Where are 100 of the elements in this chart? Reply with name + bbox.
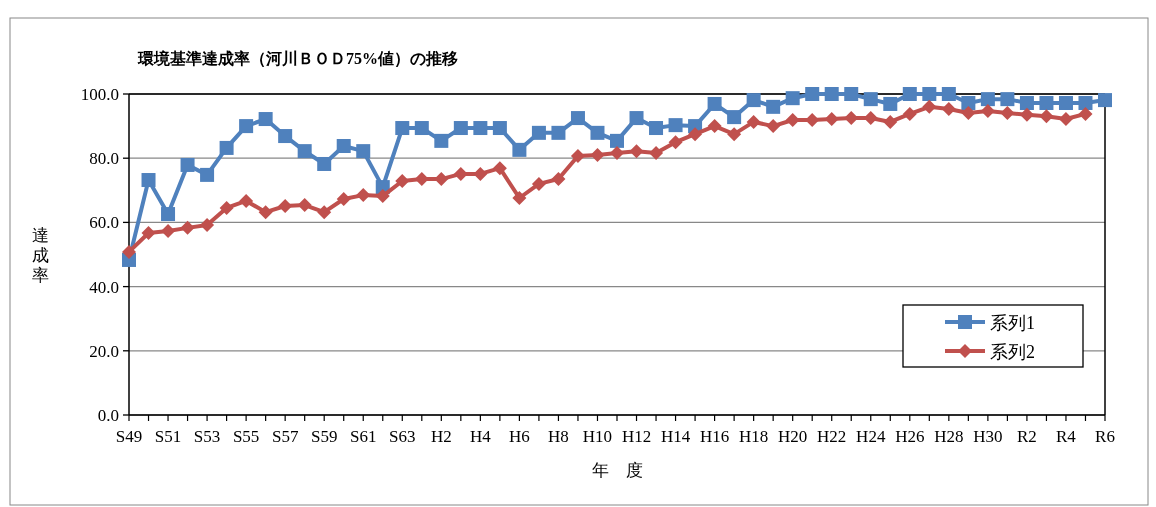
point <box>258 112 273 127</box>
x-tick-label: R4 <box>1056 427 1077 446</box>
point <box>902 87 917 101</box>
point <box>766 99 781 114</box>
point <box>239 193 254 208</box>
y-tick-label: 0.0 <box>97 406 119 425</box>
point <box>727 110 742 125</box>
point <box>434 172 449 187</box>
point <box>473 121 488 136</box>
x-tick-label: H8 <box>548 427 569 446</box>
y-tick-label: 40.0 <box>89 277 119 297</box>
point <box>785 91 800 106</box>
x-tick-label: S49 <box>115 427 143 446</box>
point <box>551 125 566 140</box>
point <box>707 96 722 111</box>
point <box>902 106 917 121</box>
x-tick-label: S55 <box>232 427 260 446</box>
point <box>395 173 410 188</box>
point <box>707 119 722 134</box>
point <box>297 144 312 159</box>
point <box>414 121 429 136</box>
point <box>531 176 546 191</box>
point <box>395 121 410 136</box>
point <box>141 173 156 188</box>
x-tick-label: H10 <box>582 427 613 446</box>
x-tick-label: H16 <box>699 427 730 446</box>
x-tick-label: S57 <box>271 427 299 446</box>
point <box>512 191 527 205</box>
point <box>863 92 878 107</box>
y-tick-label: 20.0 <box>89 341 119 361</box>
point <box>805 87 820 101</box>
point <box>629 111 644 126</box>
point <box>570 111 585 126</box>
point <box>629 144 644 159</box>
point <box>317 156 332 171</box>
point <box>610 133 624 148</box>
point <box>258 205 273 220</box>
point <box>492 161 507 176</box>
point <box>219 200 234 215</box>
point <box>297 198 312 213</box>
point <box>766 119 781 134</box>
point <box>1019 107 1034 122</box>
point <box>941 102 956 117</box>
point <box>453 121 468 136</box>
point <box>668 118 683 133</box>
x-tick-label: S59 <box>310 427 338 446</box>
chart-title: 環境基準達成率（河川ＢＯＤ75%値）の推移 <box>137 49 458 68</box>
x-tick-label: H28 <box>934 427 964 446</box>
point <box>356 188 371 203</box>
point <box>1058 95 1073 110</box>
legend-label: 系列1 <box>990 313 1035 333</box>
point <box>492 121 507 136</box>
point <box>688 127 703 142</box>
point <box>1098 93 1112 108</box>
point <box>551 172 566 187</box>
point <box>161 224 176 239</box>
point <box>141 225 156 240</box>
point <box>570 148 585 163</box>
point <box>1000 92 1015 107</box>
point <box>1000 105 1015 120</box>
x-tick-label: H18 <box>739 427 769 446</box>
point <box>1019 95 1034 110</box>
point <box>610 146 624 161</box>
y-tick-label: 80.0 <box>89 149 119 169</box>
point <box>473 166 488 181</box>
x-tick-label: H26 <box>895 427 925 446</box>
x-tick-label: H14 <box>660 427 691 446</box>
point <box>785 113 800 127</box>
y-tick-label: 60.0 <box>89 213 119 233</box>
point <box>278 129 293 144</box>
x-axis-title: 年 度 <box>591 461 643 480</box>
point <box>219 140 234 155</box>
point <box>668 135 683 150</box>
point <box>414 172 429 187</box>
x-tick-label: H30 <box>973 427 1003 446</box>
x-tick-label: R6 <box>1095 427 1115 446</box>
x-tick-label: H22 <box>817 427 847 446</box>
point <box>746 93 761 108</box>
point <box>356 144 371 159</box>
point <box>922 99 937 114</box>
point <box>1039 109 1054 124</box>
point <box>122 244 136 259</box>
x-tick-label: R2 <box>1017 427 1037 446</box>
point <box>531 125 546 140</box>
point <box>590 125 605 140</box>
point <box>375 189 390 204</box>
point <box>200 167 215 182</box>
point <box>649 146 664 161</box>
point <box>239 119 254 134</box>
point <box>844 87 859 101</box>
point <box>941 87 956 101</box>
point <box>1078 95 1093 110</box>
point <box>1078 106 1093 121</box>
point <box>336 139 351 153</box>
x-tick-label: H6 <box>509 427 530 446</box>
x-tick-label: S51 <box>154 427 182 446</box>
point <box>317 205 332 220</box>
point <box>883 96 898 111</box>
x-tick-label: S53 <box>193 427 221 446</box>
point <box>824 112 839 127</box>
